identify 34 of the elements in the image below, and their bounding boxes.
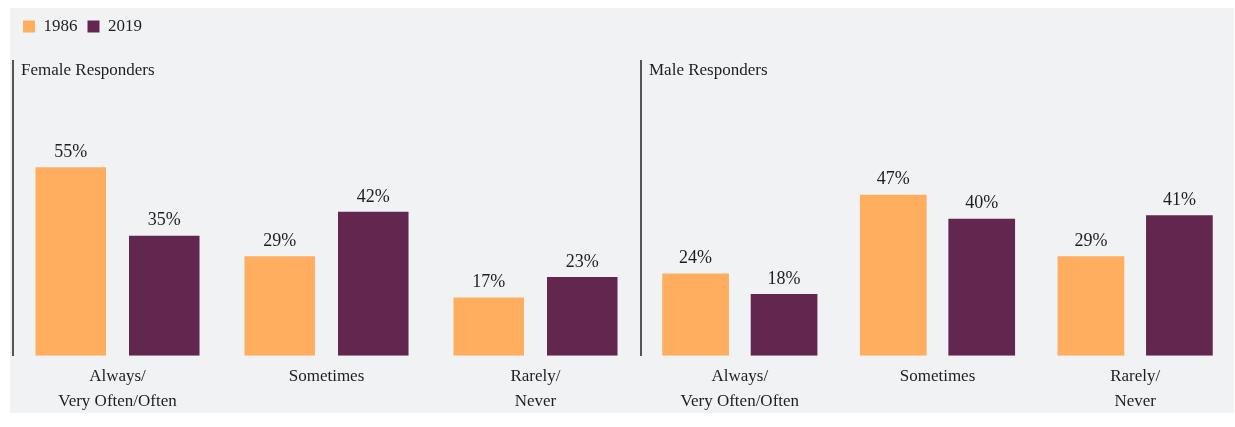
data-label: 40% xyxy=(965,192,999,213)
bar xyxy=(948,218,1016,356)
bar xyxy=(750,294,818,356)
data-label: 17% xyxy=(472,271,506,292)
bar xyxy=(859,194,927,356)
legend-label: 1986 xyxy=(43,15,78,35)
bar xyxy=(453,297,524,356)
data-label: 35% xyxy=(147,209,181,230)
data-label: 55% xyxy=(54,140,88,161)
data-label: 18% xyxy=(767,267,801,288)
bar xyxy=(547,276,618,356)
bar xyxy=(35,167,106,356)
bar xyxy=(1146,215,1213,356)
x-tick-label: Sometimes xyxy=(899,366,976,386)
legend-label: 2019 xyxy=(108,15,142,35)
x-tick-label: Sometimes xyxy=(288,366,365,386)
data-label: 29% xyxy=(1074,230,1108,251)
data-label: 23% xyxy=(565,250,599,271)
x-tick-label: Rarely/ Never xyxy=(1110,366,1161,411)
data-label: 41% xyxy=(1162,188,1196,209)
chart-title: Male Responders xyxy=(649,59,768,79)
data-label: 24% xyxy=(679,247,713,268)
x-tick-label: Always/ Very Often/Often xyxy=(58,366,178,411)
x-tick-label: Rarely/ Never xyxy=(510,366,561,411)
data-label: 29% xyxy=(263,230,297,251)
bar xyxy=(662,273,729,356)
x-tick-label: Always/ Very Often/Often xyxy=(680,366,800,411)
bar xyxy=(1057,256,1125,356)
bar xyxy=(338,211,409,356)
data-label: 42% xyxy=(356,185,390,206)
bar xyxy=(244,256,315,356)
data-label: 47% xyxy=(876,168,910,189)
bar xyxy=(129,235,200,356)
chart-title: Female Responders xyxy=(21,59,155,79)
